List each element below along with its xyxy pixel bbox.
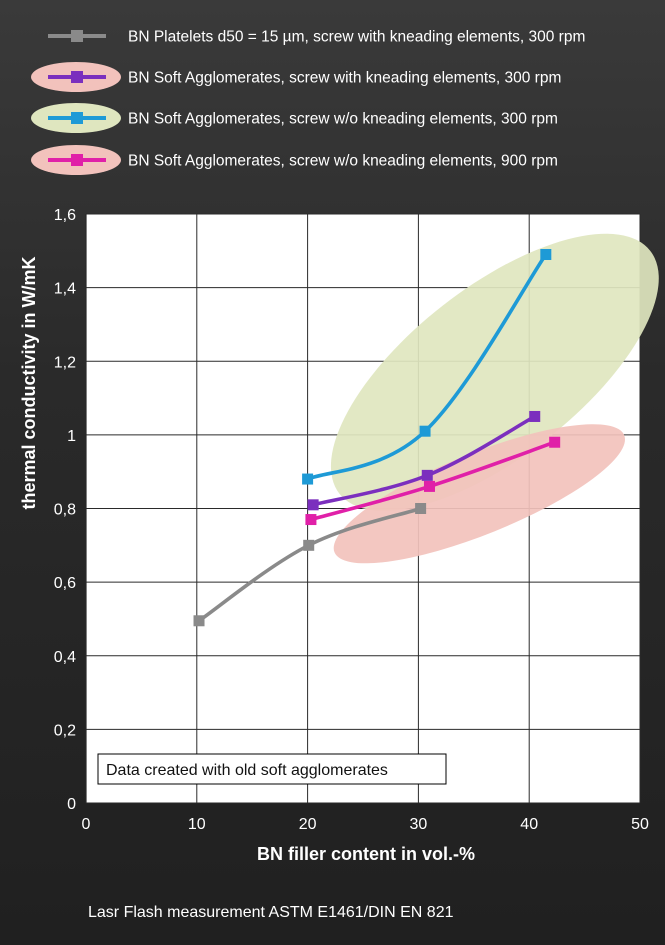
legend-label: BN Platelets d50 = 15 µm, screw with kne… [128, 29, 585, 46]
x-tick-label: 20 [299, 816, 317, 833]
x-tick-label: 10 [188, 816, 206, 833]
data-point [302, 473, 314, 485]
y-tick-label: 0,2 [54, 722, 76, 739]
highlight-ellipse [333, 424, 625, 564]
data-series [193, 248, 561, 627]
y-tick-label: 1 [67, 428, 76, 445]
data-point [305, 514, 317, 526]
legend-label: BN Soft Agglomerates, screw with kneadin… [128, 70, 561, 87]
data-point [421, 469, 433, 481]
y-tick-label: 0,4 [54, 649, 76, 666]
x-tick-label: 0 [82, 816, 91, 833]
x-axis-title: BN filler content in vol.-% [257, 844, 475, 864]
y-tick-label: 1,6 [54, 207, 76, 224]
y-tick-label: 0,6 [54, 575, 76, 592]
legend: BN Platelets d50 = 15 µm, screw with kne… [31, 29, 585, 175]
data-point [423, 480, 435, 492]
legend-marker [71, 30, 83, 42]
data-point [540, 248, 552, 260]
y-tick-label: 1,2 [54, 354, 76, 371]
annotation-text: Data created with old soft agglomerates [106, 762, 388, 779]
legend-marker [71, 154, 83, 166]
y-axis-title: thermal conductivity in W/mK [19, 256, 39, 509]
data-point [307, 499, 319, 511]
annotation-box: Data created with old soft agglomerates [97, 753, 447, 785]
legend-label: BN Soft Agglomerates, screw w/o kneading… [128, 153, 558, 170]
x-tick-label: 30 [410, 816, 428, 833]
data-point [303, 539, 315, 551]
footer-note: Lasr Flash measurement ASTM E1461/DIN EN… [88, 904, 454, 921]
y-tick-label: 0 [67, 796, 76, 813]
y-tick-label: 0,8 [54, 502, 76, 519]
data-point [549, 436, 561, 448]
y-tick-label: 1,4 [54, 281, 76, 298]
data-point [419, 425, 431, 437]
data-point [529, 410, 541, 422]
legend-label: BN Soft Agglomerates, screw w/o kneading… [128, 111, 558, 128]
x-tick-label: 40 [520, 816, 538, 833]
data-point [415, 503, 427, 514]
legend-marker [71, 112, 83, 124]
tick-labels: 0 10 20 30 40 50 0 0,2 0,4 0,6 0,8 1 1,2 1,4 1,6 [54, 207, 649, 833]
legend-marker [71, 71, 83, 83]
data-point [193, 615, 205, 627]
x-tick-label: 50 [631, 816, 649, 833]
